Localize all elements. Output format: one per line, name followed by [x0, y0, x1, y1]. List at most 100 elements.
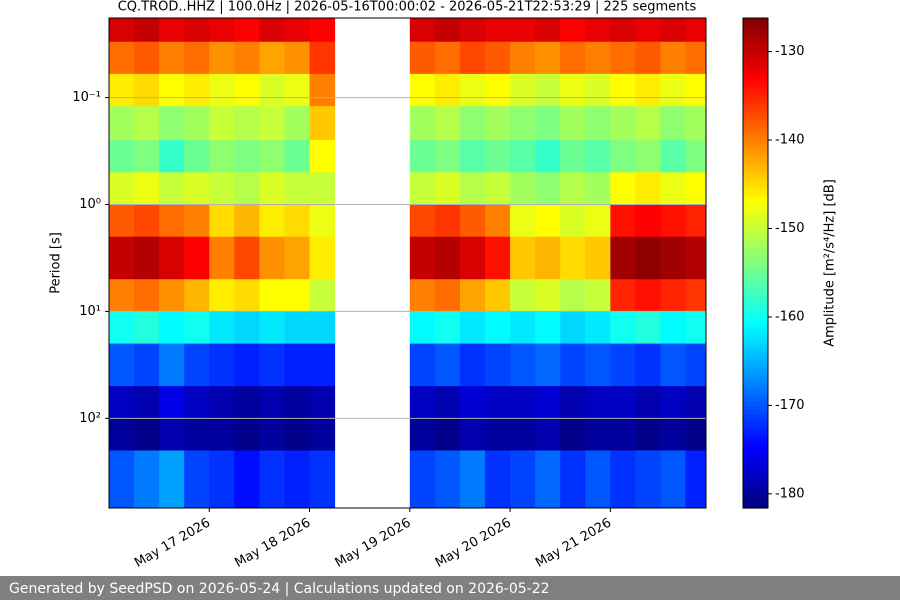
- heatmap-cell: [660, 386, 687, 419]
- heatmap-cell: [109, 343, 135, 387]
- colorbar-swatch: [743, 218, 768, 223]
- heatmap-cell: [209, 418, 235, 452]
- heatmap-cell: [535, 73, 561, 107]
- heatmap-cell: [685, 450, 707, 509]
- colorbar-swatch: [743, 328, 768, 334]
- colorbar-swatch: [743, 275, 768, 280]
- colorbar-swatch: [743, 107, 768, 113]
- heatmap-cell: [284, 41, 311, 75]
- heatmap-cell: [159, 311, 185, 345]
- heatmap-cell: [485, 172, 511, 206]
- colorbar-swatch: [743, 352, 768, 358]
- heatmap-cell: [184, 18, 210, 43]
- heatmap-cell: [510, 311, 536, 345]
- heatmap-cell: [560, 41, 586, 75]
- colorbar-swatch: [743, 287, 768, 293]
- heatmap-cell: [685, 386, 707, 419]
- heatmap-cell: [485, 140, 511, 173]
- y-tick-label: 10⁰: [79, 197, 101, 212]
- heatmap-cell: [660, 311, 687, 345]
- heatmap-cell: [535, 18, 561, 43]
- heatmap-cell: [560, 343, 586, 387]
- colorbar-swatch: [743, 389, 768, 395]
- heatmap-cell: [409, 41, 436, 75]
- heatmap-cell: [660, 73, 687, 107]
- heatmap-cell: [134, 279, 160, 312]
- heatmap-cell: [284, 450, 311, 509]
- heatmap-cell: [535, 204, 561, 238]
- heatmap-cell: [635, 18, 661, 43]
- colorbar-swatch: [743, 91, 768, 97]
- heatmap-cell: [184, 41, 210, 75]
- heatmap-cell: [159, 418, 185, 452]
- colorbar-swatch: [743, 263, 768, 268]
- colorbar-tick-label: -140: [775, 133, 805, 148]
- heatmap-cell: [510, 106, 536, 141]
- heatmap-cell: [109, 172, 135, 206]
- colorbar-swatch: [743, 111, 768, 117]
- heatmap-cell: [635, 450, 661, 509]
- heatmap-cell: [134, 73, 160, 107]
- heatmap-cell: [485, 418, 511, 452]
- colorbar-swatch: [743, 258, 768, 264]
- y-axis-label: Period [s]: [49, 232, 64, 294]
- colorbar-swatch: [743, 71, 768, 76]
- heatmap-cell: [535, 41, 561, 75]
- colorbar-swatch: [743, 58, 768, 64]
- heatmap-cell: [660, 140, 687, 173]
- colorbar-swatch: [743, 193, 768, 199]
- heatmap-cell: [635, 73, 661, 107]
- heatmap-cell: [610, 73, 636, 107]
- colorbar-swatch: [743, 438, 768, 444]
- heatmap-cell: [635, 311, 661, 345]
- colorbar-swatch: [743, 377, 768, 383]
- heatmap-cell: [459, 204, 486, 238]
- heatmap-cell: [134, 343, 160, 387]
- x-tick-label: May 17 2026: [132, 516, 213, 571]
- heatmap-cell: [660, 279, 687, 312]
- heatmap-cell: [434, 140, 461, 173]
- heatmap-cell: [459, 343, 486, 387]
- colorbar-swatch: [743, 140, 768, 146]
- heatmap-cell: [184, 343, 210, 387]
- heatmap-cell: [685, 73, 707, 107]
- heatmap-cell: [685, 41, 707, 75]
- heatmap-cell: [610, 343, 636, 387]
- heatmap-cell: [184, 236, 210, 280]
- heatmap-cell: [284, 73, 311, 107]
- heatmap-cell: [510, 450, 536, 509]
- heatmap-cell: [535, 236, 561, 280]
- heatmap-cell: [134, 41, 160, 75]
- colorbar-swatch: [743, 124, 768, 129]
- heatmap-cell: [159, 236, 185, 280]
- heatmap-cell: [259, 236, 285, 280]
- heatmap-cell: [184, 450, 210, 509]
- colorbar-label: Amplitude [m²/s⁴/Hz] [dB]: [823, 179, 838, 347]
- heatmap-cell: [409, 279, 436, 312]
- heatmap-cell: [660, 106, 687, 141]
- heatmap-cell: [159, 73, 185, 107]
- heatmap-cell: [309, 140, 336, 173]
- colorbar-swatch: [743, 156, 768, 162]
- colorbar-swatch: [743, 18, 768, 23]
- heatmap-cell: [234, 311, 260, 345]
- colorbar-swatch: [743, 446, 768, 452]
- heatmap-cell: [485, 450, 511, 509]
- heatmap-cell: [485, 236, 511, 280]
- heatmap-cell: [134, 172, 160, 206]
- heatmap-cell: [585, 204, 611, 238]
- colorbar-swatch: [743, 99, 768, 105]
- heatmap-cell: [109, 236, 135, 280]
- heatmap-cell: [560, 279, 586, 312]
- colorbar-swatch: [743, 132, 768, 138]
- colorbar-swatch: [743, 271, 768, 276]
- heatmap-cell: [660, 18, 687, 43]
- heatmap-cell: [434, 386, 461, 419]
- heatmap-cell: [109, 418, 135, 452]
- colorbar-swatch: [743, 254, 768, 260]
- y-tick-label: 10⁻¹: [72, 90, 101, 105]
- heatmap-cell: [409, 172, 436, 206]
- heatmap-cell: [134, 140, 160, 173]
- heatmap-cell: [134, 311, 160, 345]
- heatmap-cell: [685, 106, 707, 141]
